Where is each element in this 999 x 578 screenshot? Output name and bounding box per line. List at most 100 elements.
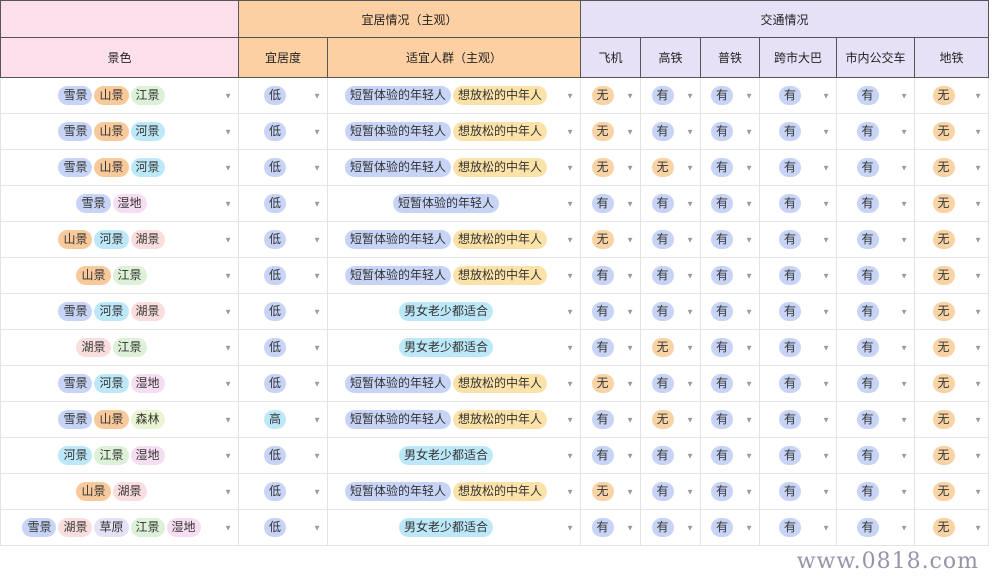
high-speed-rail-cell[interactable]: 有 ▼	[640, 221, 702, 258]
people-cell[interactable]: 短暂体验的年轻人 想放松的中年人 ▼	[326, 221, 582, 258]
dropdown-arrow-icon[interactable]: ▼	[626, 91, 635, 100]
dropdown-arrow-icon[interactable]: ▼	[745, 523, 754, 532]
dropdown-arrow-icon[interactable]: ▼	[822, 415, 831, 424]
dropdown-arrow-icon[interactable]: ▼	[224, 343, 232, 352]
dropdown-arrow-icon[interactable]: ▼	[822, 91, 831, 100]
dropdown-arrow-icon[interactable]: ▼	[686, 91, 695, 100]
scenery-cell[interactable]: 雪景 山景 森林 ▼	[0, 401, 239, 438]
dropdown-arrow-icon[interactable]: ▼	[626, 343, 635, 352]
high-speed-rail-cell[interactable]: 无 ▼	[640, 149, 702, 186]
dropdown-arrow-icon[interactable]: ▼	[224, 271, 232, 280]
dropdown-arrow-icon[interactable]: ▼	[626, 199, 635, 208]
people-cell[interactable]: 短暂体验的年轻人 想放松的中年人 ▼	[326, 113, 582, 150]
dropdown-arrow-icon[interactable]: ▼	[626, 307, 635, 316]
dropdown-arrow-icon[interactable]: ▼	[626, 523, 635, 532]
intercity-bus-cell[interactable]: 有 ▼	[759, 185, 838, 222]
dropdown-arrow-icon[interactable]: ▼	[313, 235, 321, 244]
scenery-cell[interactable]: 雪景 河景 湿地 ▼	[0, 365, 239, 402]
people-cell[interactable]: 短暂体验的年轻人 想放松的中年人 ▼	[326, 77, 582, 114]
high-speed-rail-cell[interactable]: 有 ▼	[640, 113, 702, 150]
dropdown-arrow-icon[interactable]: ▼	[745, 91, 754, 100]
dropdown-arrow-icon[interactable]: ▼	[224, 127, 232, 136]
scenery-cell[interactable]: 湖景 江景 ▼	[0, 329, 239, 366]
dropdown-arrow-icon[interactable]: ▼	[566, 307, 575, 316]
dropdown-arrow-icon[interactable]: ▼	[313, 379, 321, 388]
intercity-bus-cell[interactable]: 有 ▼	[759, 329, 838, 366]
high-speed-rail-cell[interactable]: 有 ▼	[640, 77, 702, 114]
high-speed-rail-cell[interactable]: 有 ▼	[640, 509, 702, 546]
dropdown-arrow-icon[interactable]: ▼	[745, 451, 754, 460]
column-header-intercity-bus[interactable]: 跨市大巴	[759, 37, 838, 78]
dropdown-arrow-icon[interactable]: ▼	[686, 487, 695, 496]
livability-cell[interactable]: 低 ▼	[238, 185, 328, 222]
plane-cell[interactable]: 无 ▼	[580, 221, 642, 258]
dropdown-arrow-icon[interactable]: ▼	[224, 163, 232, 172]
dropdown-arrow-icon[interactable]: ▼	[822, 271, 831, 280]
metro-cell[interactable]: 无 ▼	[914, 473, 990, 510]
dropdown-arrow-icon[interactable]: ▼	[974, 271, 983, 280]
people-cell[interactable]: 短暂体验的年轻人 想放松的中年人 ▼	[326, 257, 582, 294]
dropdown-arrow-icon[interactable]: ▼	[224, 523, 232, 532]
people-cell[interactable]: 男女老少都适合 ▼	[326, 437, 582, 474]
dropdown-arrow-icon[interactable]: ▼	[686, 415, 695, 424]
dropdown-arrow-icon[interactable]: ▼	[313, 415, 321, 424]
metro-cell[interactable]: 无 ▼	[914, 365, 990, 402]
livability-cell[interactable]: 低 ▼	[238, 257, 328, 294]
dropdown-arrow-icon[interactable]: ▼	[900, 343, 909, 352]
dropdown-arrow-icon[interactable]: ▼	[224, 487, 232, 496]
metro-cell[interactable]: 无 ▼	[914, 77, 990, 114]
dropdown-arrow-icon[interactable]: ▼	[900, 523, 909, 532]
dropdown-arrow-icon[interactable]: ▼	[626, 451, 635, 460]
dropdown-arrow-icon[interactable]: ▼	[686, 523, 695, 532]
city-bus-cell[interactable]: 有 ▼	[836, 509, 916, 546]
dropdown-arrow-icon[interactable]: ▼	[686, 199, 695, 208]
column-header-plane[interactable]: 飞机	[580, 37, 642, 78]
city-bus-cell[interactable]: 有 ▼	[836, 257, 916, 294]
dropdown-arrow-icon[interactable]: ▼	[822, 163, 831, 172]
dropdown-arrow-icon[interactable]: ▼	[745, 271, 754, 280]
rail-cell[interactable]: 有 ▼	[700, 221, 761, 258]
dropdown-arrow-icon[interactable]: ▼	[745, 343, 754, 352]
dropdown-arrow-icon[interactable]: ▼	[974, 91, 983, 100]
plane-cell[interactable]: 无 ▼	[580, 365, 642, 402]
plane-cell[interactable]: 有 ▼	[580, 437, 642, 474]
high-speed-rail-cell[interactable]: 无 ▼	[640, 329, 702, 366]
plane-cell[interactable]: 无 ▼	[580, 113, 642, 150]
dropdown-arrow-icon[interactable]: ▼	[900, 271, 909, 280]
scenery-cell[interactable]: 山景 河景 湖景 ▼	[0, 221, 239, 258]
dropdown-arrow-icon[interactable]: ▼	[566, 199, 575, 208]
dropdown-arrow-icon[interactable]: ▼	[626, 379, 635, 388]
intercity-bus-cell[interactable]: 有 ▼	[759, 149, 838, 186]
dropdown-arrow-icon[interactable]: ▼	[745, 127, 754, 136]
dropdown-arrow-icon[interactable]: ▼	[566, 415, 575, 424]
dropdown-arrow-icon[interactable]: ▼	[313, 523, 321, 532]
dropdown-arrow-icon[interactable]: ▼	[900, 487, 909, 496]
dropdown-arrow-icon[interactable]: ▼	[822, 307, 831, 316]
dropdown-arrow-icon[interactable]: ▼	[224, 235, 232, 244]
city-bus-cell[interactable]: 有 ▼	[836, 149, 916, 186]
livability-cell[interactable]: 低 ▼	[238, 509, 328, 546]
metro-cell[interactable]: 无 ▼	[914, 293, 990, 330]
city-bus-cell[interactable]: 有 ▼	[836, 365, 916, 402]
dropdown-arrow-icon[interactable]: ▼	[974, 163, 983, 172]
city-bus-cell[interactable]: 有 ▼	[836, 401, 916, 438]
high-speed-rail-cell[interactable]: 无 ▼	[640, 401, 702, 438]
city-bus-cell[interactable]: 有 ▼	[836, 473, 916, 510]
dropdown-arrow-icon[interactable]: ▼	[974, 307, 983, 316]
dropdown-arrow-icon[interactable]: ▼	[822, 235, 831, 244]
rail-cell[interactable]: 有 ▼	[700, 365, 761, 402]
plane-cell[interactable]: 有 ▼	[580, 329, 642, 366]
livability-cell[interactable]: 低 ▼	[238, 77, 328, 114]
dropdown-arrow-icon[interactable]: ▼	[974, 127, 983, 136]
dropdown-arrow-icon[interactable]: ▼	[313, 487, 321, 496]
dropdown-arrow-icon[interactable]: ▼	[224, 415, 232, 424]
dropdown-arrow-icon[interactable]: ▼	[974, 451, 983, 460]
dropdown-arrow-icon[interactable]: ▼	[626, 487, 635, 496]
metro-cell[interactable]: 无 ▼	[914, 329, 990, 366]
dropdown-arrow-icon[interactable]: ▼	[313, 307, 321, 316]
dropdown-arrow-icon[interactable]: ▼	[900, 163, 909, 172]
metro-cell[interactable]: 无 ▼	[914, 185, 990, 222]
scenery-cell[interactable]: 雪景 山景 河景 ▼	[0, 113, 239, 150]
rail-cell[interactable]: 有 ▼	[700, 185, 761, 222]
people-cell[interactable]: 短暂体验的年轻人 想放松的中年人 ▼	[326, 149, 582, 186]
